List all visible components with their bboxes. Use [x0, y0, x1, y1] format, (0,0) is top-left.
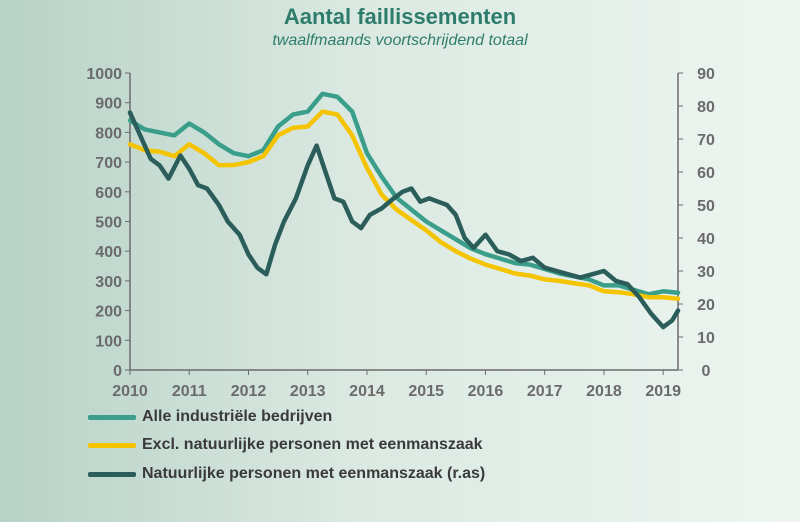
line-chart: 0 100 200 300 400 500 600 700 800 900 1000 0 10 20 30 4…: [86, 66, 715, 400]
legend-label-1: Alle industriële bedrijven: [142, 408, 333, 425]
left-tick-label: 1000: [86, 66, 122, 83]
legend-swatch-2: [88, 442, 136, 448]
chart-subtitle: twaalfmaands voortschrijdend totaal: [272, 32, 528, 49]
legend-item-3: Natuurlijke personen met eenmanszaak (r.…: [88, 462, 688, 486]
legend-swatch-3: [88, 471, 136, 477]
x-tick-label: 2016: [468, 383, 504, 400]
series-line-2: [127, 109, 681, 301]
x-tick-label: 2015: [408, 383, 444, 400]
legend-item-2: Excl. natuurlijke personen met eenmansza…: [88, 433, 688, 457]
x-tick-label: 2017: [527, 383, 563, 400]
right-tick-label: 40: [697, 231, 715, 248]
x-tick-label: 2018: [586, 383, 622, 400]
x-tick-label: 2019: [645, 383, 681, 400]
left-tick-label: 500: [95, 215, 122, 232]
x-tick-label: 2014: [349, 383, 385, 400]
left-tick-label: 900: [95, 96, 122, 113]
legend-label-3: Natuurlijke personen met eenmanszaak (r.…: [142, 465, 486, 482]
x-tick-label: 2012: [231, 383, 267, 400]
right-tick-label: 30: [697, 264, 715, 281]
left-tick-label: 0: [113, 363, 122, 380]
x-tick-label: 2010: [112, 383, 148, 400]
right-tick-label: 90: [697, 66, 715, 83]
right-tick-label: 80: [697, 99, 715, 116]
series-line-1: [127, 91, 681, 297]
right-tick-label: 50: [697, 198, 715, 215]
right-tick-label: 20: [697, 297, 715, 314]
legend-label-2: Excl. natuurlijke personen met eenmansza…: [142, 436, 483, 453]
right-tick-label: 70: [697, 132, 715, 149]
series-line-3: [127, 110, 681, 330]
right-tick-label: 0: [702, 363, 711, 380]
left-tick-label: 600: [95, 185, 122, 202]
left-tick-label: 200: [95, 304, 122, 321]
legend-swatch-1: [88, 414, 136, 420]
right-tick-label: 60: [697, 165, 715, 182]
left-tick-label: 100: [95, 333, 122, 350]
left-tick-label: 700: [95, 155, 122, 172]
left-tick-label: 300: [95, 274, 122, 291]
left-tick-label: 800: [95, 125, 122, 142]
left-tick-label: 400: [95, 244, 122, 261]
legend-item-1: Alle industriële bedrijven: [88, 405, 688, 429]
x-tick-label: 2011: [172, 383, 207, 400]
chart-title: Aantal faillissementen: [283, 4, 517, 29]
x-tick-label: 2013: [290, 383, 326, 400]
right-tick-label: 10: [697, 330, 715, 347]
